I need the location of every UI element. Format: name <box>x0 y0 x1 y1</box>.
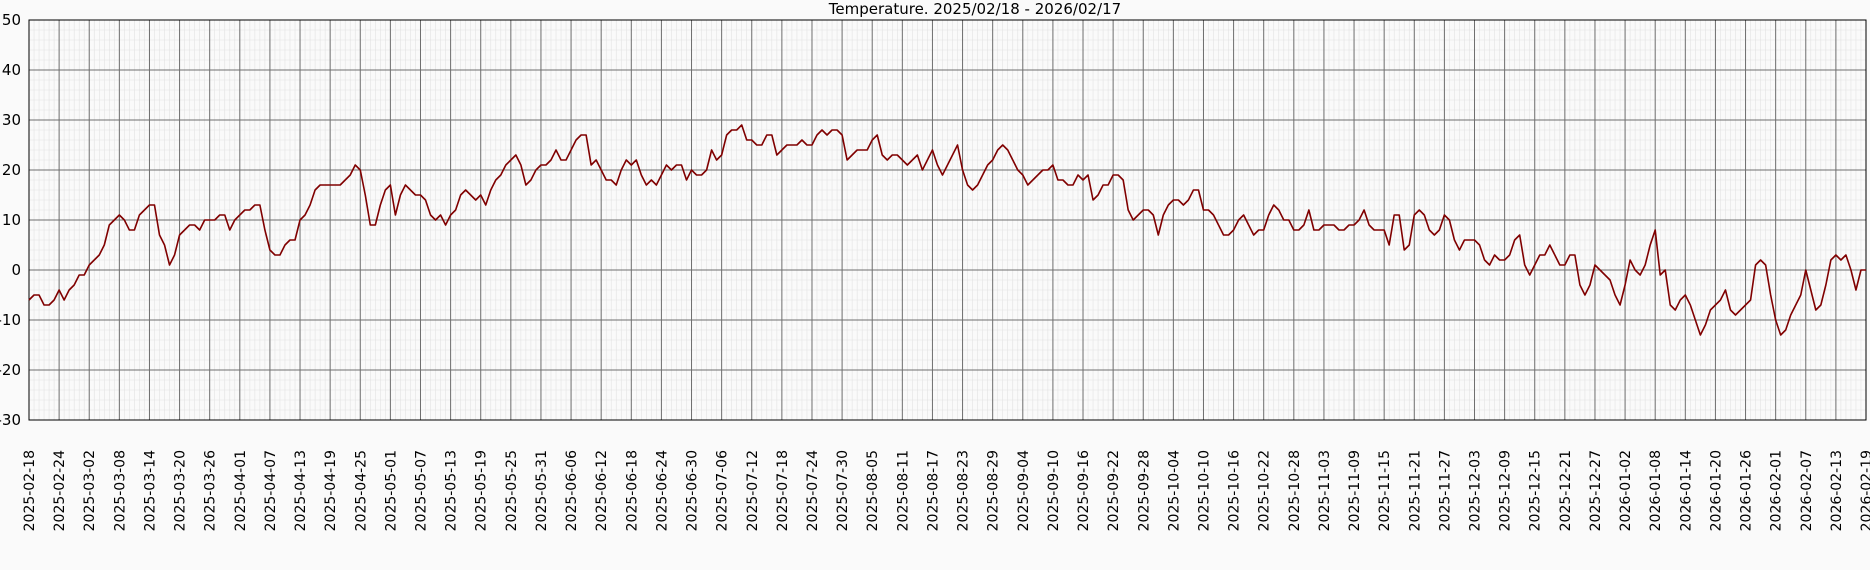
plot-frame <box>28 19 1867 421</box>
temperature-series-line <box>28 124 1866 336</box>
x-tick-label: 2025-11-09 <box>1347 450 1363 531</box>
x-tick-label: 2025-07-18 <box>775 450 791 531</box>
x-tick-label: 2026-01-02 <box>1618 450 1634 531</box>
x-tick-label: 2025-08-05 <box>865 450 881 531</box>
x-tick-label: 2025-03-02 <box>82 450 98 531</box>
x-tick-label: 2025-06-12 <box>594 450 610 531</box>
x-tick-label: 2025-02-18 <box>22 450 38 531</box>
x-tick-label: 2025-07-30 <box>835 450 851 531</box>
x-tick-label: 2025-05-13 <box>444 450 460 531</box>
x-tick-label: 2026-01-14 <box>1678 450 1694 531</box>
x-tick-label: 2025-11-15 <box>1377 450 1393 531</box>
major-grid <box>28 19 1867 421</box>
x-tick-label: 2026-01-20 <box>1708 450 1724 531</box>
x-tick-label: 2026-02-19 <box>1859 450 1870 531</box>
y-tick-label: 20 <box>2 161 21 179</box>
y-axis: 50 40 30 20 10 0 -10 -20 -30 <box>0 11 21 429</box>
y-tick-label: 0 <box>11 261 21 279</box>
x-tick-label: 2025-06-30 <box>685 450 701 531</box>
x-tick-label: 2025-05-07 <box>413 450 429 531</box>
x-tick-label: 2025-05-31 <box>534 450 550 531</box>
x-tick-label: 2025-12-21 <box>1558 450 1574 531</box>
x-tick-label: 2025-04-07 <box>263 450 279 531</box>
x-tick-label: 2025-09-10 <box>1046 450 1062 531</box>
x-tick-label: 2025-07-24 <box>805 450 821 531</box>
x-tick-label: 2025-03-26 <box>203 450 219 531</box>
y-tick-label: 30 <box>2 111 21 129</box>
x-tick-label: 2025-06-24 <box>654 450 670 531</box>
x-tick-label: 2025-10-04 <box>1166 450 1182 531</box>
x-tick-label: 2026-01-26 <box>1739 450 1755 531</box>
y-tick-label: -20 <box>0 361 21 379</box>
x-tick-label: 2025-08-17 <box>925 450 941 531</box>
x-tick-label: 2025-08-23 <box>956 450 972 531</box>
x-tick-label: 2025-05-19 <box>474 450 490 531</box>
x-tick-label: 2025-12-09 <box>1498 450 1514 531</box>
x-tick-label: 2025-10-28 <box>1287 450 1303 531</box>
x-tick-label: 2026-02-01 <box>1769 450 1785 531</box>
x-tick-label: 2025-12-15 <box>1528 450 1544 531</box>
x-tick-label: 2025-05-25 <box>504 450 520 531</box>
x-tick-label: 2025-12-27 <box>1588 450 1604 531</box>
x-tick-label: 2025-07-12 <box>745 450 761 531</box>
x-tick-label: 2025-06-18 <box>624 450 640 531</box>
x-tick-label: 2025-03-14 <box>142 450 158 531</box>
x-tick-label: 2025-09-22 <box>1106 450 1122 531</box>
y-tick-label: -10 <box>0 311 21 329</box>
x-tick-label: 2025-03-20 <box>173 450 189 531</box>
x-tick-label: 2025-11-21 <box>1407 450 1423 531</box>
x-tick-label: 2026-02-07 <box>1799 450 1815 531</box>
x-tick-label: 2025-07-06 <box>715 450 731 531</box>
x-tick-label: 2025-10-22 <box>1257 450 1273 531</box>
x-axis: 2025-02-18 2025-02-24 2025-03-02 2025-03-08… <box>22 450 1870 531</box>
y-tick-label: -30 <box>0 411 21 429</box>
x-tick-label: 2025-10-10 <box>1196 450 1212 531</box>
x-tick-label: 2025-09-28 <box>1136 450 1152 531</box>
x-tick-label: 2025-03-08 <box>112 450 128 531</box>
y-tick-label: 50 <box>2 11 21 29</box>
x-tick-label: 2025-09-04 <box>1016 450 1032 531</box>
x-tick-label: 2025-04-19 <box>323 450 339 531</box>
x-tick-label: 2025-04-13 <box>293 450 309 531</box>
x-tick-label: 2025-08-11 <box>895 450 911 531</box>
y-tick-label: 40 <box>2 61 21 79</box>
x-tick-label: 2025-06-06 <box>564 450 580 531</box>
y-tick-label: 10 <box>2 211 21 229</box>
x-tick-label: 2025-11-27 <box>1437 450 1453 531</box>
x-tick-label: 2025-04-25 <box>353 450 369 531</box>
x-tick-label: 2025-04-01 <box>233 450 249 531</box>
x-tick-label: 2025-05-01 <box>383 450 399 531</box>
x-tick-label: 2025-12-03 <box>1468 450 1484 531</box>
x-tick-label: 2025-11-03 <box>1317 450 1333 531</box>
x-tick-label: 2026-02-13 <box>1829 450 1845 531</box>
x-tick-label: 2025-10-16 <box>1227 450 1243 531</box>
x-tick-label: 2025-08-29 <box>986 450 1002 531</box>
x-tick-label: 2025-02-24 <box>52 450 68 531</box>
x-tick-label: 2025-09-16 <box>1076 450 1092 531</box>
x-tick-label: 2026-01-08 <box>1648 450 1664 531</box>
chart-title: Temperature. 2025/02/18 - 2026/02/17 <box>828 0 1121 18</box>
